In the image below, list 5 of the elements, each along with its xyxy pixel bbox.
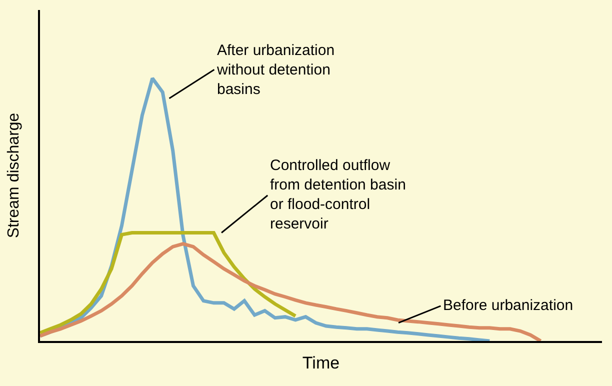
annotation: Before urbanization [443,297,574,314]
y-axis-title: Stream discharge [6,112,23,238]
x-axis-title: Time [302,354,340,373]
annotation: Controlled outflow from detention basin or flood-control reservoir [270,157,406,232]
annotation: After urbanization without detention basins [216,42,335,98]
